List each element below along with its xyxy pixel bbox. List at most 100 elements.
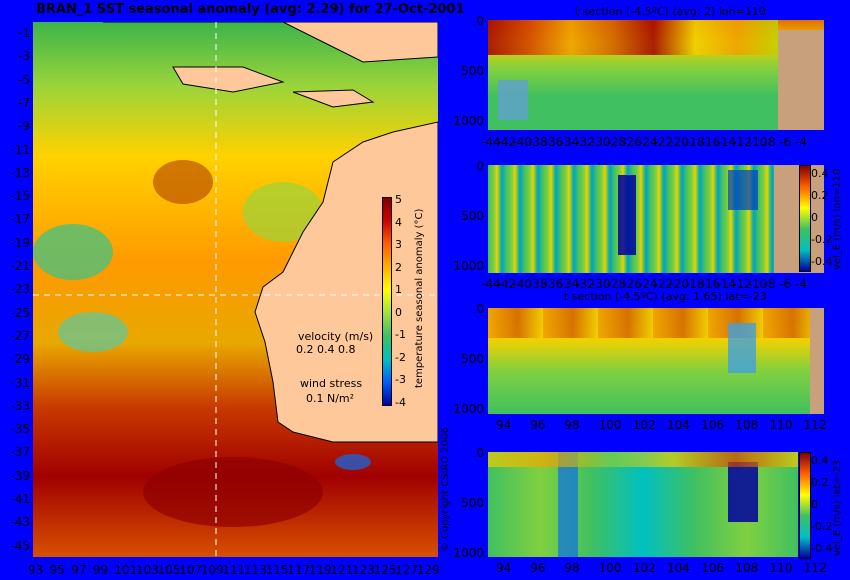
section-3-title: t section (-4.5ºC) (avg: 1.65) lat=-23 bbox=[564, 290, 767, 303]
lat-tick-label: -18 bbox=[685, 135, 705, 149]
section-1-title: t section (-4.5ºC) (avg: 2) lon=110 bbox=[575, 5, 766, 18]
colorbar-tick-label: 5 bbox=[395, 193, 402, 206]
depth-tick-label: 0 bbox=[476, 302, 484, 316]
lat-tick-label: -36 bbox=[543, 135, 564, 149]
depth-tick-label: 0 bbox=[476, 446, 484, 460]
temperature-section-lon bbox=[488, 20, 824, 130]
lat-tick-label: -28 bbox=[606, 135, 627, 149]
lon-tick-label: 108 bbox=[735, 561, 759, 575]
lat-tick-label: -36 bbox=[543, 277, 564, 291]
map-y-tick-label: -5 bbox=[18, 72, 30, 87]
map-x-tick-label: 121 bbox=[330, 563, 354, 577]
land-mass-australia bbox=[254, 121, 438, 443]
map-y-tick-label: -29 bbox=[10, 352, 30, 367]
lat-tick-label: -18 bbox=[685, 277, 705, 291]
map-x-tick-label: 93 bbox=[28, 563, 44, 577]
velocity-colorbar-label-lon: vel_E (m/s) lon=110 bbox=[832, 168, 843, 270]
lat-tick-label: -32 bbox=[575, 135, 595, 149]
map-x-tick-label: 115 bbox=[265, 563, 289, 577]
lat-tick-label: -44 bbox=[481, 277, 501, 291]
lon-tick-label: 112 bbox=[803, 561, 827, 575]
colorbar-tick-label: 1 bbox=[395, 283, 402, 296]
lat-tick-label: -42 bbox=[496, 135, 517, 149]
lat-tick-label: -16 bbox=[700, 135, 721, 149]
depth-tick-label: 1000 bbox=[453, 402, 484, 416]
lat-tick-label: -28 bbox=[606, 277, 627, 291]
lat-tick-label: -12 bbox=[732, 277, 752, 291]
lat-tick-label: -20 bbox=[669, 135, 689, 149]
velocity-colorbar-tick-label: 0.4 bbox=[811, 167, 829, 180]
lon-tick-label: 98 bbox=[564, 418, 580, 432]
lat-tick-label: -32 bbox=[575, 277, 595, 291]
lat-tick-label: -38 bbox=[528, 135, 548, 149]
land-mass-islands bbox=[292, 89, 375, 108]
lat-tick-label: -44 bbox=[481, 135, 501, 149]
lat-tick-label: -26 bbox=[622, 135, 642, 149]
velocity-colorbar-tick-label: -0.2 bbox=[811, 520, 833, 533]
map-y-tick-label: -23 bbox=[10, 282, 30, 297]
lat-tick-label: -24 bbox=[638, 135, 658, 149]
map-y-tick-label: -15 bbox=[10, 189, 30, 204]
map-x-tick-label: 129 bbox=[416, 563, 440, 577]
lat-tick-label: -30 bbox=[590, 135, 611, 149]
map-y-tick-label: -39 bbox=[10, 468, 30, 483]
lat-tick-label: -34 bbox=[559, 135, 580, 149]
depth-tick-label: 1000 bbox=[453, 546, 484, 560]
map-x-tick-label: 117 bbox=[287, 563, 311, 577]
map-y-tick-label: -43 bbox=[10, 515, 30, 530]
depth-tick-label: 500 bbox=[461, 496, 484, 510]
map-x-tick-label: 127 bbox=[395, 563, 419, 577]
lat-tick-label: -12 bbox=[732, 135, 752, 149]
lat-tick-label: -6 bbox=[779, 277, 792, 291]
sst-anomaly-map bbox=[33, 22, 438, 557]
lat-tick-label: -10 bbox=[747, 277, 768, 291]
depth-tick-label: 500 bbox=[461, 209, 484, 223]
lon-tick-label: 96 bbox=[530, 418, 546, 432]
map-colorbar bbox=[382, 197, 392, 406]
map-x-tick-label: 95 bbox=[49, 563, 65, 577]
velocity-colorbar-lat bbox=[799, 452, 811, 559]
lon-tick-label: 106 bbox=[701, 561, 725, 575]
lon-tick-label: 110 bbox=[769, 561, 793, 575]
warm-anomaly-patch bbox=[153, 160, 213, 204]
velocity-colorbar-tick-label: 0 bbox=[811, 211, 818, 224]
map-x-tick-label: 111 bbox=[222, 563, 246, 577]
map-y-tick-label: -25 bbox=[10, 305, 30, 320]
lat-tick-label: -14 bbox=[716, 277, 737, 291]
map-x-tick-label: 125 bbox=[373, 563, 397, 577]
lon-tick-label: 102 bbox=[632, 418, 656, 432]
map-x-tick-label: 107 bbox=[179, 563, 203, 577]
map-y-tick-label: -27 bbox=[10, 328, 30, 343]
map-x-tick-label: 103 bbox=[136, 563, 159, 577]
land-mass-java bbox=[172, 66, 285, 93]
map-x-tick-label: 119 bbox=[308, 563, 332, 577]
lat-tick-label: -34 bbox=[559, 277, 580, 291]
lon-tick-label: 100 bbox=[598, 418, 622, 432]
lat-tick-label: -24 bbox=[638, 277, 658, 291]
map-y-tick-label: -1 bbox=[18, 26, 30, 40]
map-x-tick-label: 109 bbox=[200, 563, 224, 577]
lat-tick-label: -4 bbox=[795, 135, 807, 149]
colorbar-label: temperature seasonal anomaly (°C) bbox=[414, 208, 425, 388]
colorbar-tick-label: 0 bbox=[395, 305, 402, 319]
land-mass-indonesia bbox=[103, 22, 438, 63]
lon-tick-label: 98 bbox=[564, 561, 580, 575]
map-y-tick-label: -21 bbox=[10, 259, 30, 273]
lon-tick-label: 96 bbox=[530, 561, 546, 575]
velocity-legend-label: velocity (m/s) bbox=[298, 330, 374, 343]
cool-anomaly-patch bbox=[243, 182, 323, 242]
lon-tick-label: 94 bbox=[496, 418, 512, 432]
map-y-tick-label: -31 bbox=[10, 375, 30, 390]
velocity-colorbar-tick-label: 0.4 bbox=[811, 454, 829, 467]
velocity-legend-scale: 0.2 0.4 0.8 bbox=[296, 343, 356, 356]
lon-tick-label: 104 bbox=[667, 561, 690, 575]
velocity-colorbar-tick-label: 0 bbox=[811, 498, 818, 511]
map-x-tick-label: 101 bbox=[114, 563, 138, 577]
colorbar-tick-label: -3 bbox=[395, 373, 406, 386]
velocity-colorbar-tick-label: 0.2 bbox=[811, 189, 829, 202]
lat-tick-label: -10 bbox=[747, 135, 768, 149]
map-title: BRAN_1 SST seasonal anomaly (avg: 2.29) … bbox=[36, 2, 465, 17]
lon-tick-label: 110 bbox=[769, 418, 793, 432]
lat-tick-label: -16 bbox=[700, 277, 721, 291]
lat-tick-label: -40 bbox=[512, 277, 532, 291]
